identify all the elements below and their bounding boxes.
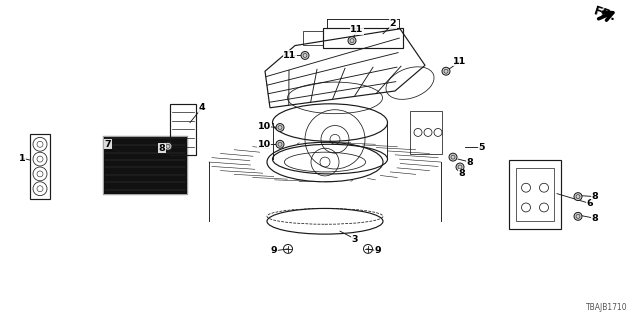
Text: 9: 9 bbox=[271, 246, 277, 255]
Text: 10: 10 bbox=[257, 140, 271, 149]
Circle shape bbox=[449, 153, 457, 161]
Text: TBAJB1710: TBAJB1710 bbox=[586, 303, 628, 312]
Text: FR.: FR. bbox=[592, 4, 618, 24]
Text: 6: 6 bbox=[587, 199, 593, 208]
Text: 11: 11 bbox=[284, 51, 296, 60]
Circle shape bbox=[301, 52, 309, 60]
Circle shape bbox=[276, 124, 284, 132]
Text: 4: 4 bbox=[198, 103, 205, 112]
Text: 9: 9 bbox=[374, 246, 381, 255]
Text: 11: 11 bbox=[350, 25, 364, 34]
Text: 8: 8 bbox=[591, 214, 598, 223]
Text: 8: 8 bbox=[159, 144, 165, 153]
Text: 8: 8 bbox=[467, 157, 474, 166]
Circle shape bbox=[164, 142, 172, 150]
Circle shape bbox=[348, 37, 356, 44]
Text: 2: 2 bbox=[390, 19, 396, 28]
Text: 7: 7 bbox=[105, 140, 111, 149]
Circle shape bbox=[574, 193, 582, 201]
Text: 3: 3 bbox=[352, 235, 358, 244]
Text: 8: 8 bbox=[591, 192, 598, 201]
Circle shape bbox=[276, 140, 284, 148]
Circle shape bbox=[442, 67, 450, 75]
Text: 1: 1 bbox=[19, 154, 26, 163]
Text: 8: 8 bbox=[459, 169, 465, 179]
FancyBboxPatch shape bbox=[103, 136, 187, 194]
Text: 11: 11 bbox=[453, 57, 467, 66]
Text: 5: 5 bbox=[479, 143, 485, 152]
Circle shape bbox=[456, 163, 464, 171]
Text: 10: 10 bbox=[257, 122, 271, 131]
Circle shape bbox=[574, 212, 582, 220]
